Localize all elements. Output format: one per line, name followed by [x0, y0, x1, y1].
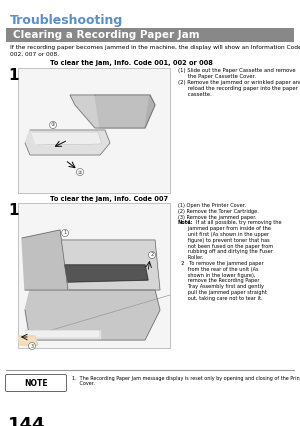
Text: 1   If at all possible, try removing the: 1 If at all possible, try removing the — [188, 220, 282, 225]
Text: cassette.: cassette. — [178, 92, 212, 97]
Text: ①: ① — [51, 123, 55, 127]
Text: If the recording paper becomes jammed in the machine, the display will show an I: If the recording paper becomes jammed in… — [10, 45, 300, 57]
Text: (1) Open the Printer Cover.: (1) Open the Printer Cover. — [178, 203, 246, 208]
Polygon shape — [70, 95, 155, 128]
Text: To clear the jam, Info. Code 007: To clear the jam, Info. Code 007 — [50, 196, 168, 202]
Polygon shape — [60, 240, 160, 290]
Circle shape — [28, 343, 35, 349]
Text: pull the jammed paper straight: pull the jammed paper straight — [178, 290, 267, 295]
Text: 3: 3 — [30, 343, 34, 348]
Text: (3) Remove the jammed paper.: (3) Remove the jammed paper. — [178, 215, 256, 219]
Text: out, taking care not to tear it.: out, taking care not to tear it. — [178, 296, 262, 301]
Polygon shape — [145, 95, 155, 128]
Circle shape — [50, 121, 56, 129]
Text: (1) Slide out the Paper Cassette and remove: (1) Slide out the Paper Cassette and rem… — [178, 68, 296, 73]
Text: the Paper Cassette Cover.: the Paper Cassette Cover. — [178, 74, 256, 79]
Text: jammed paper from inside of the: jammed paper from inside of the — [178, 226, 271, 231]
Text: Troubleshooting: Troubleshooting — [10, 14, 123, 27]
Polygon shape — [95, 95, 150, 128]
Text: unit first (As shown in the upper: unit first (As shown in the upper — [178, 232, 269, 237]
Text: Clearing a Recording Paper Jam: Clearing a Recording Paper Jam — [13, 30, 200, 40]
Text: NOTE: NOTE — [24, 378, 48, 388]
Bar — [18, 203, 170, 348]
Text: not been fused on the paper from: not been fused on the paper from — [178, 244, 273, 249]
Circle shape — [61, 230, 68, 236]
Text: ②: ② — [78, 170, 82, 175]
Text: 1: 1 — [8, 203, 19, 218]
Bar — [6, 28, 294, 42]
Bar — [18, 68, 170, 193]
Polygon shape — [65, 265, 148, 282]
Circle shape — [76, 169, 83, 176]
Text: shown in the lower figure),: shown in the lower figure), — [178, 273, 256, 278]
Circle shape — [148, 251, 155, 259]
Text: from the rear of the unit (As: from the rear of the unit (As — [178, 267, 259, 272]
Polygon shape — [25, 330, 100, 338]
Text: Note:: Note: — [178, 220, 194, 225]
Text: 144: 144 — [8, 416, 46, 426]
FancyBboxPatch shape — [5, 374, 67, 391]
Text: reload the recording paper into the paper: reload the recording paper into the pape… — [178, 86, 298, 91]
Text: 1: 1 — [63, 230, 67, 236]
Text: figure) to prevent toner that has: figure) to prevent toner that has — [178, 238, 270, 243]
Text: rubbing off and dirtying the Fuser: rubbing off and dirtying the Fuser — [178, 249, 273, 254]
Text: 1.  The Recording Paper Jam message display is reset only by opening and closing: 1. The Recording Paper Jam message displ… — [72, 376, 300, 381]
Text: (2) Remove the Toner Cartridge.: (2) Remove the Toner Cartridge. — [178, 209, 259, 214]
Text: Cover.: Cover. — [72, 381, 95, 386]
Polygon shape — [22, 230, 68, 290]
Polygon shape — [18, 336, 38, 345]
Polygon shape — [25, 130, 110, 155]
Polygon shape — [32, 132, 102, 145]
Text: 1: 1 — [8, 68, 19, 83]
Text: To clear the jam, Info. Code 001, 002 or 008: To clear the jam, Info. Code 001, 002 or… — [50, 60, 213, 66]
Text: Tray Assembly first and gently: Tray Assembly first and gently — [178, 284, 264, 289]
Text: Roller.: Roller. — [178, 255, 203, 260]
Text: remove the Recording Paper: remove the Recording Paper — [178, 279, 260, 283]
Text: (2) Remove the jammed or wrinkled paper and: (2) Remove the jammed or wrinkled paper … — [178, 80, 300, 85]
Text: 2   To remove the jammed paper: 2 To remove the jammed paper — [178, 261, 264, 266]
Polygon shape — [25, 290, 160, 340]
Text: 2: 2 — [150, 253, 154, 257]
